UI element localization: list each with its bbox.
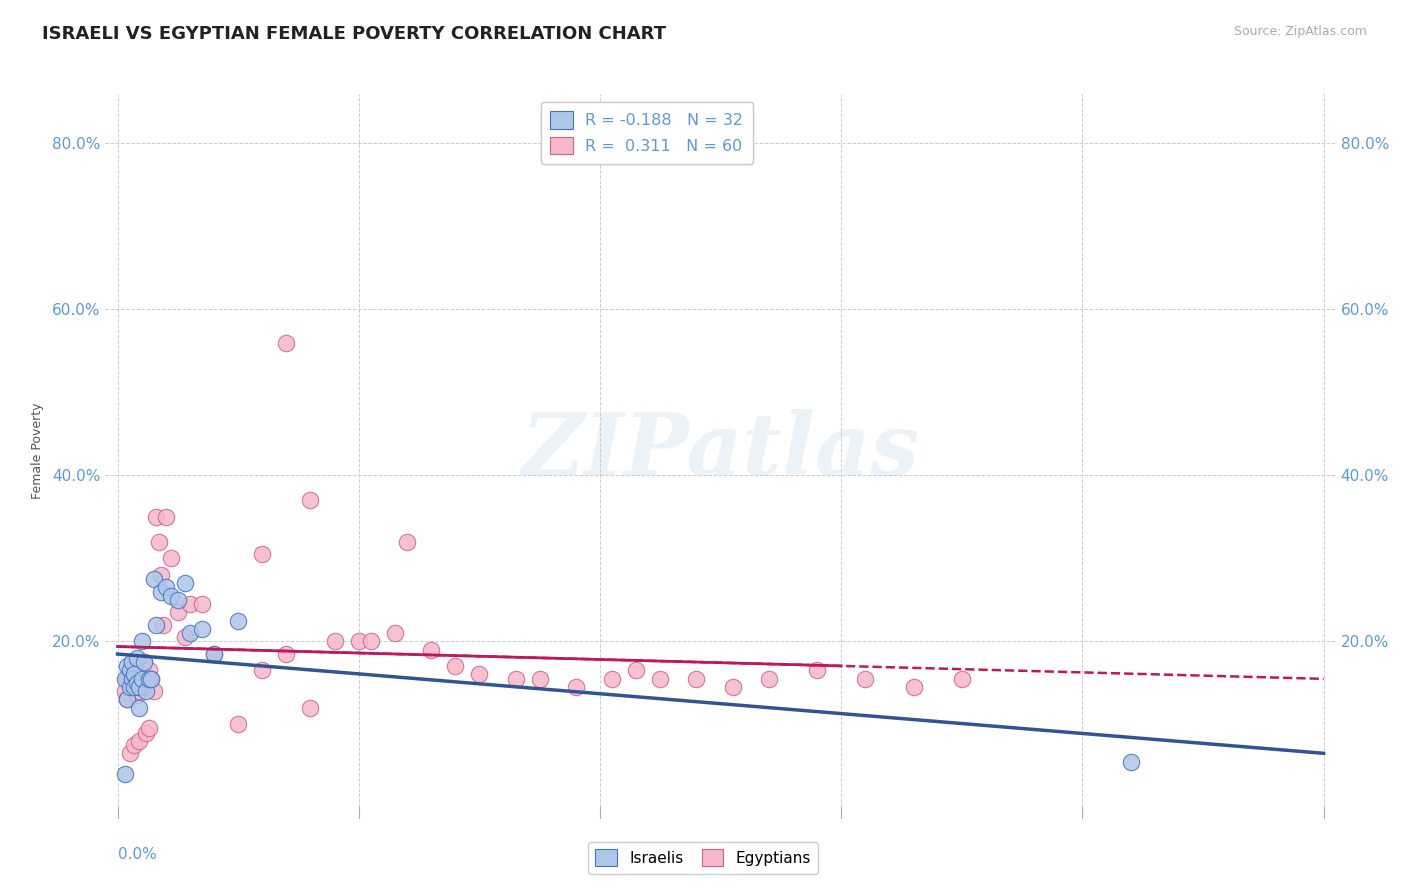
Point (166, 592, 188, 607)
Point (395, 534, 418, 549)
Point (360, 634, 382, 648)
Point (115, 692, 138, 706)
Point (124, 667, 146, 681)
Point (121, 655, 143, 669)
Point (155, 580, 177, 594)
Point (114, 672, 136, 686)
Point (125, 675, 148, 690)
Point (529, 672, 551, 686)
Point (148, 534, 170, 549)
Point (758, 672, 780, 686)
Point (1119, 755, 1142, 769)
Point (179, 597, 201, 611)
Point (115, 659, 138, 673)
Point (141, 672, 163, 686)
Point (135, 725, 157, 739)
Point (125, 651, 148, 665)
Point (950, 672, 973, 686)
Point (118, 680, 141, 694)
Point (252, 664, 274, 678)
Point (202, 647, 225, 661)
Point (191, 622, 214, 636)
Point (226, 717, 249, 731)
Point (115, 692, 138, 706)
Point (624, 664, 647, 678)
Point (903, 680, 925, 694)
Point (505, 672, 527, 686)
Point (135, 684, 157, 698)
Point (444, 659, 467, 673)
Point (132, 655, 155, 669)
Point (114, 684, 136, 698)
Point (299, 493, 322, 508)
Point (159, 589, 181, 603)
Point (276, 335, 298, 350)
Point (149, 584, 172, 599)
Point (142, 684, 165, 698)
Point (142, 572, 165, 586)
Point (179, 626, 201, 640)
Point (806, 664, 828, 678)
Point (138, 664, 160, 678)
Point (420, 642, 443, 657)
Point (276, 647, 298, 661)
Point (299, 700, 322, 714)
Point (114, 767, 136, 781)
Point (115, 672, 138, 686)
Point (166, 605, 188, 619)
Y-axis label: Female Poverty: Female Poverty (31, 402, 44, 499)
Point (124, 659, 146, 673)
Point (152, 617, 174, 632)
Point (252, 547, 274, 561)
Point (174, 630, 197, 644)
Point (128, 700, 150, 714)
Point (128, 680, 150, 694)
Point (128, 734, 150, 748)
Point (128, 684, 150, 698)
Point (191, 597, 214, 611)
Point (650, 672, 672, 686)
Point (124, 738, 146, 752)
Point (138, 722, 160, 736)
Point (159, 551, 181, 566)
Point (131, 672, 153, 686)
Point (125, 672, 148, 686)
Text: 0.0%: 0.0% (118, 847, 156, 862)
Point (145, 509, 167, 524)
Point (226, 614, 249, 628)
Text: Source: ZipAtlas.com: Source: ZipAtlas.com (1233, 25, 1367, 38)
Point (141, 672, 163, 686)
Point (118, 675, 141, 690)
Point (202, 647, 225, 661)
Legend: R = -0.188   N = 32, R =  0.311   N = 60: R = -0.188 N = 32, R = 0.311 N = 60 (541, 102, 752, 163)
Point (132, 655, 155, 669)
Point (323, 634, 346, 648)
Point (174, 576, 197, 591)
Point (721, 680, 744, 694)
Point (600, 672, 623, 686)
Point (149, 568, 172, 582)
Point (131, 634, 153, 648)
Point (347, 634, 370, 648)
Point (145, 617, 167, 632)
Point (124, 680, 146, 694)
Point (125, 688, 148, 702)
Text: ISRAELI VS EGYPTIAN FEMALE POVERTY CORRELATION CHART: ISRAELI VS EGYPTIAN FEMALE POVERTY CORRE… (42, 25, 666, 43)
Point (685, 672, 707, 686)
Legend: Israelis, Egyptians: Israelis, Egyptians (588, 842, 818, 873)
Point (118, 747, 141, 761)
Text: ZIPatlas: ZIPatlas (522, 409, 920, 492)
Point (118, 664, 141, 678)
Point (468, 667, 491, 681)
Point (155, 509, 177, 524)
Point (853, 672, 876, 686)
Point (565, 680, 588, 694)
Point (121, 667, 143, 681)
Point (121, 672, 143, 686)
Point (131, 680, 153, 694)
Point (384, 626, 406, 640)
Point (138, 672, 160, 686)
Point (131, 664, 153, 678)
Point (121, 680, 143, 694)
